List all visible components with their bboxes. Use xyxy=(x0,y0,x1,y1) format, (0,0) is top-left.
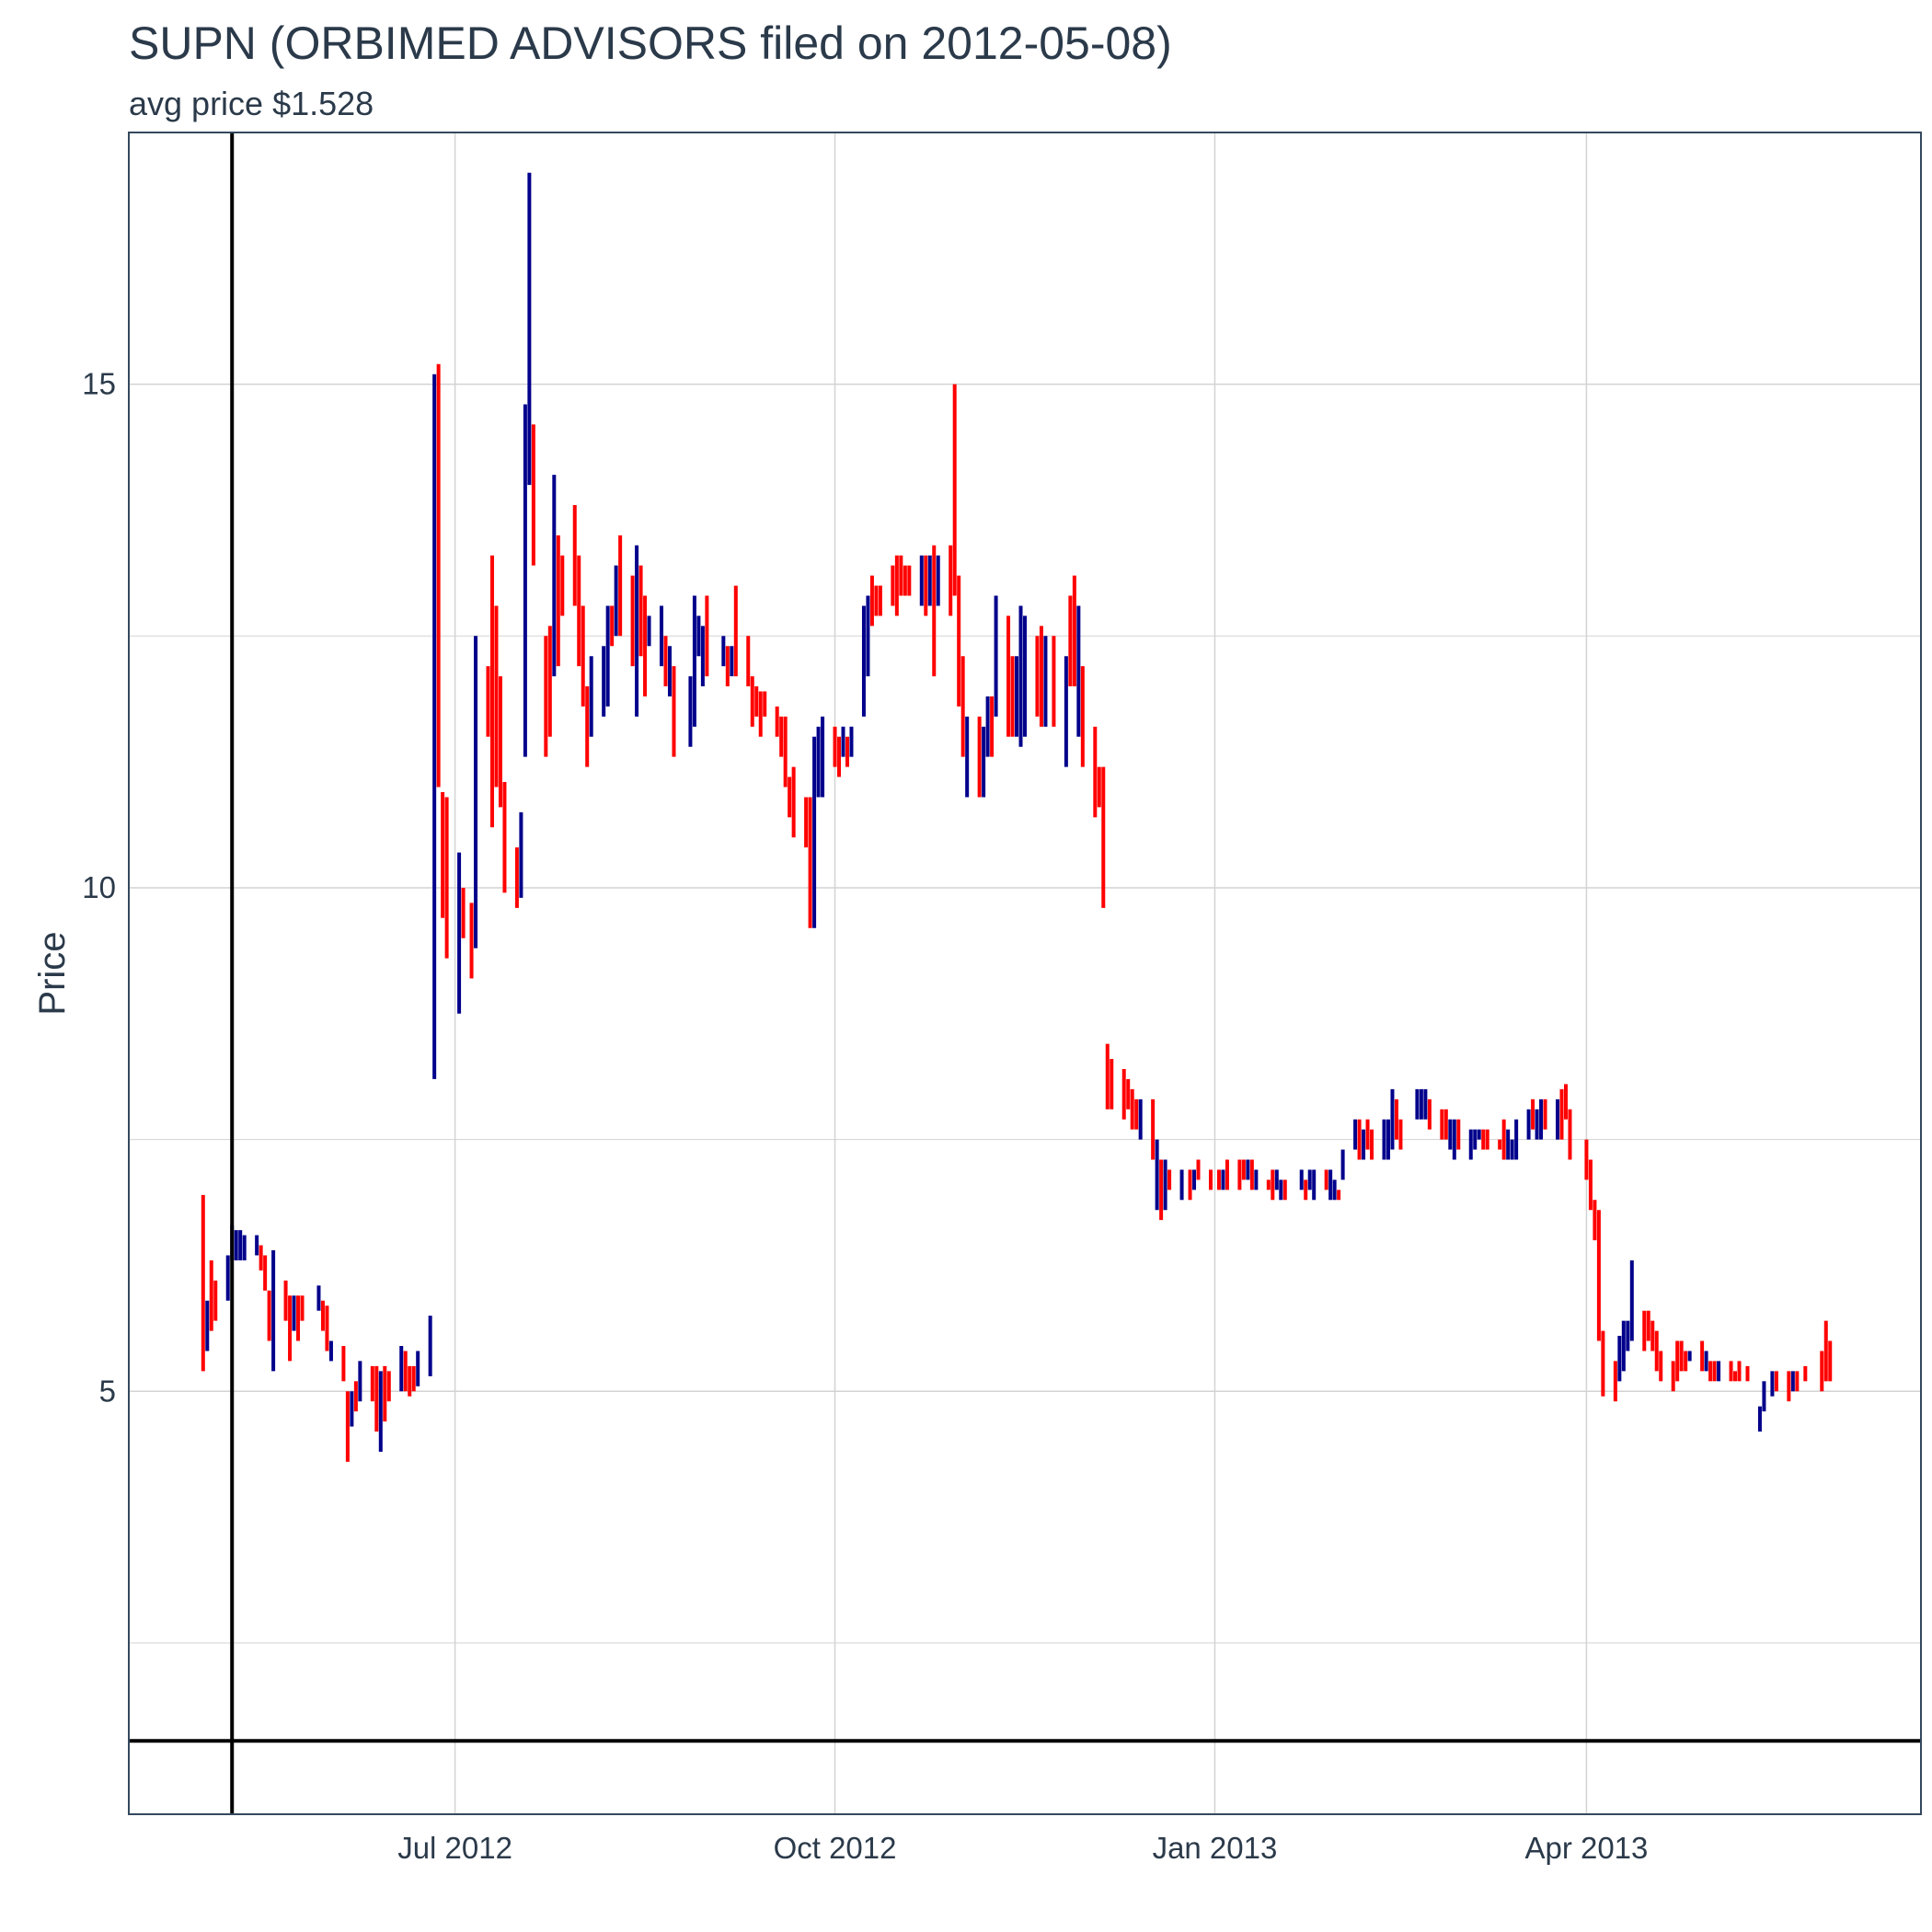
x-axis: Jul 2012 Oct 2012 Jan 2013 Apr 2013 xyxy=(397,1831,1648,1865)
x-tick-label: Jan 2013 xyxy=(1153,1831,1278,1865)
y-axis: 5 10 15 xyxy=(82,367,116,1409)
y-tick-label: 5 xyxy=(99,1374,116,1408)
y-tick-label: 10 xyxy=(82,870,116,904)
y-axis-title: Price xyxy=(32,931,73,1015)
x-tick-label: Apr 2013 xyxy=(1524,1831,1648,1865)
panel-border xyxy=(128,132,1922,1815)
reference-lines xyxy=(129,132,1921,1814)
x-tick-label: Oct 2012 xyxy=(774,1831,897,1865)
chart-subtitle: avg price $1.528 xyxy=(129,85,374,122)
y-tick-label: 15 xyxy=(82,367,116,401)
chart-title: SUPN (ORBIMED ADVISORS filed on 2012-05-… xyxy=(129,17,1172,69)
x-tick-label: Jul 2012 xyxy=(397,1831,512,1865)
grid xyxy=(129,132,1921,1814)
price-bars xyxy=(201,172,1833,1462)
